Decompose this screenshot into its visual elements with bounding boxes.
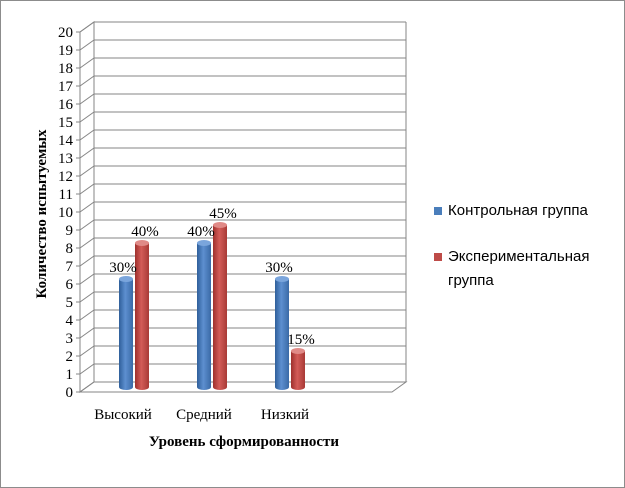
- x-tick-label: Средний: [176, 407, 232, 423]
- y-tick-label: 13: [58, 151, 73, 167]
- gridline: [79, 75, 406, 87]
- data-label: 45%: [209, 206, 237, 222]
- bar-top: [197, 240, 211, 246]
- y-tick-label: 3: [66, 331, 74, 347]
- y-tick-label: 5: [66, 295, 74, 311]
- data-label: 15%: [287, 332, 315, 348]
- bars: [119, 222, 305, 390]
- y-tick-label: 15: [58, 115, 73, 131]
- gridline: [79, 165, 406, 177]
- x-tick-label: Низкий: [261, 407, 309, 423]
- y-tick-label: 6: [66, 277, 74, 293]
- y-tick-label: 14: [58, 133, 74, 149]
- gridline: [79, 39, 406, 51]
- y-tick-label: 2: [66, 349, 74, 365]
- data-label: 30%: [109, 260, 137, 276]
- x-axis-title: Уровень сформированности: [149, 434, 340, 450]
- bar: [135, 240, 149, 390]
- bar-top: [213, 222, 227, 228]
- y-tick-label: 1: [66, 367, 74, 383]
- bar: [213, 222, 227, 390]
- gridline: [79, 255, 406, 267]
- bar-top: [291, 348, 305, 354]
- legend-label-control: Контрольная группа: [448, 202, 588, 219]
- y-tick-label: 9: [66, 223, 74, 239]
- data-label: 30%: [265, 260, 293, 276]
- legend: Контрольная группа Экспериментальная гру…: [434, 199, 620, 315]
- bar-top: [135, 240, 149, 246]
- y-tick-label: 7: [66, 259, 74, 275]
- gridline: [79, 345, 406, 357]
- y-tick-label: 0: [66, 385, 74, 401]
- bar-body: [291, 351, 305, 390]
- gridline: [79, 219, 406, 231]
- y-tick-label: 12: [58, 169, 73, 185]
- bar-body: [119, 279, 133, 390]
- bar: [291, 348, 305, 390]
- legend-item-experimental: Экспериментальная группа: [434, 245, 620, 293]
- gridline: [79, 129, 406, 141]
- data-labels: 30% 40% 40% 45% 30% 15%: [109, 206, 315, 348]
- y-tick-label: 10: [58, 205, 73, 221]
- gridline: [79, 111, 406, 123]
- y-tick-label: 19: [58, 43, 73, 59]
- data-label: 40%: [187, 224, 215, 240]
- y-tick-label: 17: [58, 79, 74, 95]
- gridlines: [79, 21, 406, 393]
- y-tick-label: 4: [66, 313, 74, 329]
- y-tick-label: 16: [58, 97, 74, 113]
- gridline: [79, 21, 406, 33]
- gridline: [79, 291, 406, 303]
- x-tick-label: Высокий: [94, 407, 152, 423]
- bar-body: [135, 243, 149, 390]
- gridline: [79, 309, 406, 321]
- gridline: [79, 183, 406, 195]
- bar-top: [275, 276, 289, 282]
- y-tick-label: 11: [59, 187, 73, 203]
- bar-top: [119, 276, 133, 282]
- bar-body: [197, 243, 211, 390]
- gridline: [79, 201, 406, 213]
- bar-body: [275, 279, 289, 390]
- data-label: 40%: [131, 224, 159, 240]
- bar: [275, 276, 289, 390]
- x-axis-ticks: Высокий Средний Низкий: [94, 407, 309, 423]
- gridline: [79, 57, 406, 69]
- legend-swatch-experimental: [434, 253, 442, 261]
- y-tick-label: 8: [66, 241, 74, 257]
- gridline: [79, 147, 406, 159]
- bar-body: [213, 225, 227, 390]
- gridline: [79, 327, 406, 339]
- legend-label-experimental: Экспериментальная группа: [448, 248, 590, 289]
- gridline: [79, 237, 406, 249]
- bar: [119, 276, 133, 390]
- y-tick-label: 20: [58, 25, 73, 41]
- legend-item-control: Контрольная группа: [434, 199, 620, 223]
- bar: [197, 240, 211, 390]
- y-axis-title: Количество испытуемых: [34, 129, 50, 299]
- gridline: [79, 93, 406, 105]
- legend-swatch-control: [434, 207, 442, 215]
- gridline: [79, 273, 406, 285]
- y-tick-label: 18: [58, 61, 73, 77]
